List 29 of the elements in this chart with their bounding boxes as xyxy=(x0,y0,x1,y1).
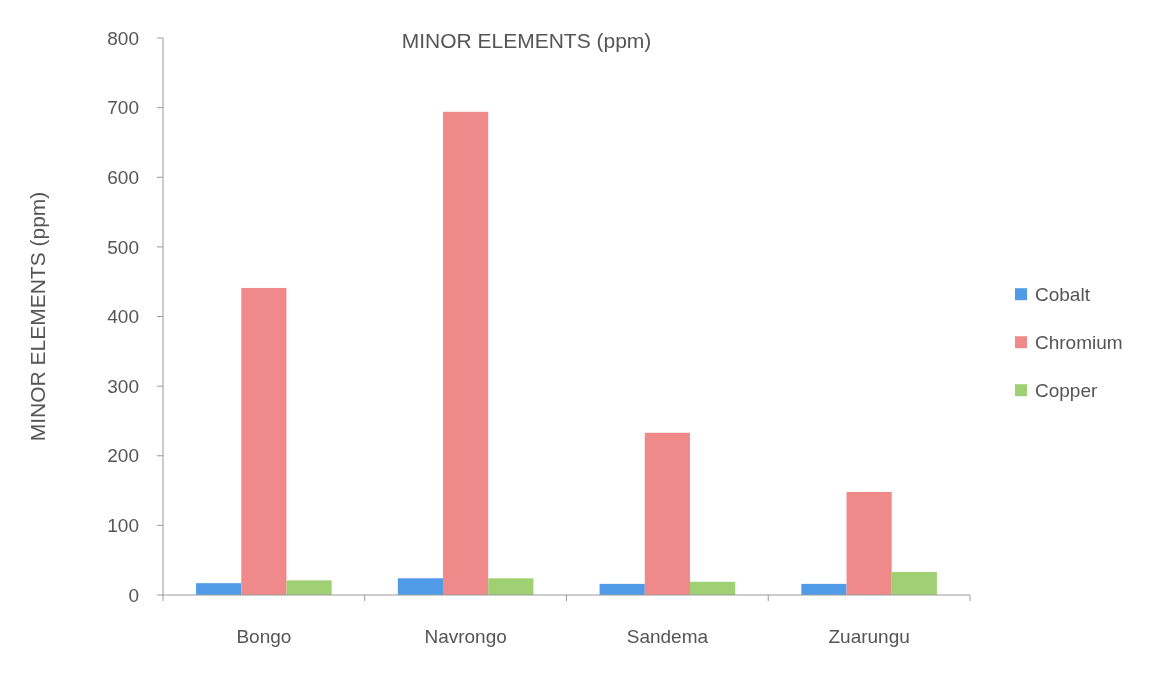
bar xyxy=(286,580,332,595)
y-tick-label: 400 xyxy=(107,306,139,328)
legend-label: Chromium xyxy=(1035,331,1123,353)
y-tick-label: 600 xyxy=(107,166,139,188)
y-axis-title: MINOR ELEMENTS (ppm) xyxy=(26,191,49,442)
x-tick-label: Navrongo xyxy=(424,626,507,647)
y-tick-label: 700 xyxy=(107,97,139,119)
chart-title: MINOR ELEMENTS (ppm) xyxy=(401,29,652,52)
x-tick-label: Bongo xyxy=(236,626,292,647)
bar xyxy=(689,581,736,595)
legend-label: Copper xyxy=(1035,379,1098,401)
bar xyxy=(891,572,937,595)
bar xyxy=(241,287,287,595)
legend-label: Cobalt xyxy=(1035,283,1091,305)
bar xyxy=(443,111,489,595)
bar xyxy=(801,583,847,595)
x-tick-label: Zuarungu xyxy=(828,626,910,647)
bar xyxy=(488,578,534,595)
bar xyxy=(846,491,892,595)
y-tick-label: 100 xyxy=(107,515,139,537)
x-tick-label: Sandema xyxy=(626,626,709,647)
y-tick-label: 0 xyxy=(128,584,139,606)
bar xyxy=(397,578,444,595)
bar xyxy=(196,583,242,595)
y-tick-label: 800 xyxy=(107,27,139,49)
bar xyxy=(644,432,690,595)
y-tick-label: 500 xyxy=(107,236,139,258)
y-tick-label: 300 xyxy=(107,375,139,397)
y-tick-label: 200 xyxy=(107,445,139,467)
